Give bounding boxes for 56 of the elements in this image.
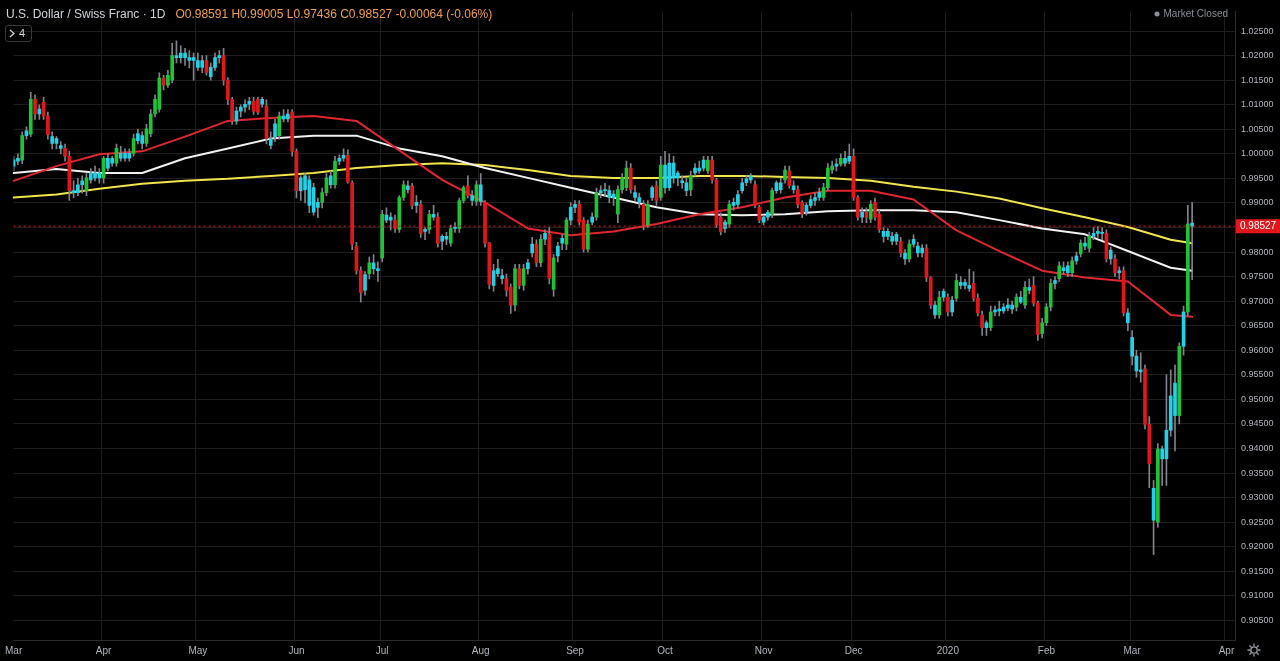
y-tick-label: 0.97000	[1241, 295, 1274, 306]
candlestick	[1096, 226, 1100, 238]
x-tick-label: Dec	[844, 644, 863, 656]
x-tick-label: Nov	[754, 644, 773, 656]
y-tick-label: 0.96000	[1241, 344, 1274, 355]
y-tick-label: 0.93500	[1241, 467, 1274, 478]
annotation: Market Closed	[1163, 8, 1228, 19]
candlestick	[388, 212, 393, 231]
y-tick-label: 0.96500	[1241, 320, 1274, 331]
candlestick	[967, 268, 972, 292]
x-tick-label: Apr	[95, 644, 113, 656]
y-tick-label: 0.94500	[1241, 418, 1274, 429]
candlestick	[680, 175, 684, 189]
y-tick-label: 1.01000	[1241, 99, 1274, 110]
x-tick-label: 2020	[936, 644, 960, 656]
candlestick	[1006, 298, 1010, 312]
x-tick-label: Mar	[1123, 644, 1142, 656]
x-tick-label: Jun	[288, 644, 305, 656]
y-tick-label: 1.00000	[1241, 148, 1274, 159]
candlestick	[1083, 236, 1087, 250]
candlestick	[1117, 266, 1122, 280]
y-tick-label: 0.90500	[1241, 614, 1274, 625]
y-tick-label: 0.95000	[1241, 393, 1274, 404]
x-tick-label: Mar	[4, 644, 23, 656]
y-tick-label: 1.00500	[1241, 123, 1274, 134]
candlestick	[697, 160, 702, 174]
y-tick-label: 1.02500	[1241, 25, 1274, 36]
y-tick-label: 0.99500	[1241, 172, 1274, 183]
candlestick	[187, 50, 192, 69]
x-tick-label: Sep	[566, 644, 585, 656]
x-tick-label: Oct	[657, 644, 674, 656]
candlestick	[598, 185, 603, 199]
annotation: O0.98591 H0.99005 L0.97436 C0.98527 -0.00064 (-0.06%)	[175, 7, 493, 21]
y-tick-label: 1.02000	[1241, 50, 1274, 61]
y-tick-label: 0.95500	[1241, 369, 1274, 380]
y-tick-label: 0.97500	[1241, 271, 1274, 282]
x-tick-label: Feb	[1037, 644, 1056, 656]
x-tick-label: Aug	[471, 644, 490, 656]
y-tick-label: 0.91500	[1241, 565, 1274, 576]
ref-line-label: 0.98527	[1240, 219, 1277, 231]
y-tick-label: 1.01500	[1241, 74, 1274, 85]
y-tick-label: 0.91000	[1241, 590, 1274, 601]
candlestick	[243, 99, 247, 113]
annotation: 4	[19, 26, 26, 41]
y-tick-label: 0.98000	[1241, 246, 1274, 257]
x-tick-label: Apr	[1218, 644, 1235, 656]
y-tick-label: 0.92000	[1241, 541, 1274, 552]
y-tick-label: 0.92500	[1241, 516, 1274, 527]
x-tick-label: Jul	[375, 644, 389, 656]
y-tick-label: 0.99000	[1241, 197, 1274, 208]
y-tick-label: 0.93000	[1241, 492, 1274, 503]
x-tick-label: May	[188, 644, 208, 656]
chart-title: U.S. Dollar / Swiss Franc · 1D	[6, 7, 166, 21]
candlestick	[376, 261, 380, 282]
candlestick	[1100, 227, 1104, 241]
y-tick-label: 0.94000	[1241, 442, 1274, 453]
